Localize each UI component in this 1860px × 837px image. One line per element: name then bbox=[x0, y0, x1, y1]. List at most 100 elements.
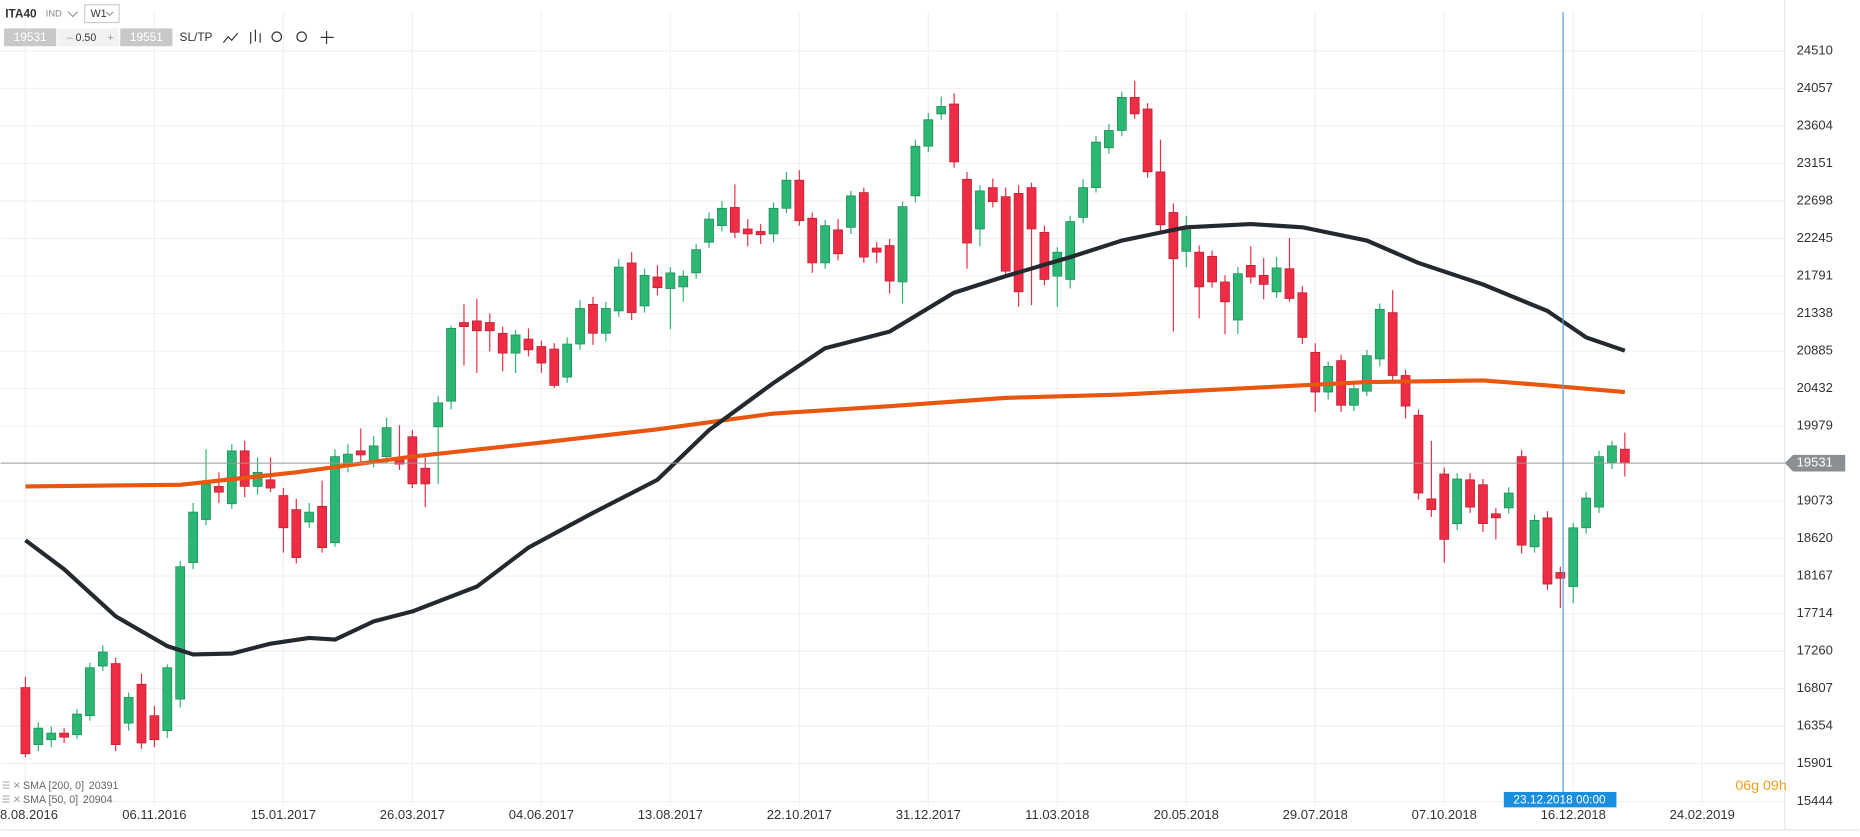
candle-body bbox=[975, 190, 985, 230]
x-tick-label: 29.07.2018 bbox=[1283, 807, 1348, 822]
y-tick-label: 24510 bbox=[1797, 42, 1833, 57]
candle-body bbox=[549, 348, 560, 386]
candle-body bbox=[1568, 527, 1579, 587]
candle-body bbox=[1594, 456, 1604, 508]
candle-body bbox=[1245, 265, 1256, 278]
symbol[interactable]: ITA40 bbox=[5, 6, 37, 20]
y-tick-label: 23151 bbox=[1797, 155, 1833, 170]
legend-name: SMA [200, 0] bbox=[23, 780, 84, 792]
candle-body bbox=[717, 207, 727, 227]
x-tick-label: 31.12.2017 bbox=[896, 807, 961, 822]
candle-body bbox=[136, 683, 147, 744]
y-tick-label: 21791 bbox=[1797, 268, 1833, 283]
bid[interactable]: 19531 bbox=[14, 30, 47, 44]
y-tick-label: 24057 bbox=[1797, 80, 1833, 95]
candle-body bbox=[1503, 492, 1514, 509]
crosshair-label: 23.12.2018 00:00 bbox=[1513, 792, 1606, 806]
zoom-out[interactable] bbox=[271, 31, 283, 43]
line-tool[interactable] bbox=[222, 32, 239, 44]
candle-body bbox=[1439, 473, 1450, 540]
x-tick-label: 16.12.2018 bbox=[1541, 807, 1606, 822]
candle-body bbox=[949, 103, 959, 163]
candle-body bbox=[201, 483, 211, 520]
y-tick-label: 15444 bbox=[1797, 793, 1833, 808]
candle-body bbox=[1142, 108, 1153, 173]
candle-body bbox=[652, 276, 663, 289]
plus[interactable]: + bbox=[107, 32, 113, 44]
candle-body bbox=[987, 187, 998, 203]
legend-entry: SMA [200, 0] 20391 bbox=[23, 780, 118, 792]
zoom-in[interactable] bbox=[296, 31, 307, 43]
candle-body bbox=[923, 119, 934, 147]
candle-body bbox=[1039, 231, 1050, 280]
candle-body bbox=[1555, 572, 1566, 579]
candle-body bbox=[252, 471, 263, 487]
candle-body bbox=[704, 218, 714, 243]
timeframe[interactable]: W1 bbox=[91, 8, 107, 20]
candle-body bbox=[175, 566, 186, 700]
candle-body bbox=[1619, 448, 1630, 464]
candle-body bbox=[1052, 251, 1063, 277]
y-tick-label: 17714 bbox=[1797, 605, 1833, 620]
candle-body bbox=[510, 334, 521, 354]
sma-line bbox=[24, 221, 1626, 657]
candle-body bbox=[1078, 187, 1088, 218]
candle-body bbox=[781, 179, 792, 209]
candle-body bbox=[239, 450, 250, 487]
x-tick-label: 11.03.2018 bbox=[1025, 807, 1089, 822]
y-tick-label: 22245 bbox=[1797, 230, 1833, 245]
candle-body bbox=[1581, 497, 1592, 529]
candle-body bbox=[59, 732, 69, 738]
bid-box[interactable] bbox=[4, 28, 57, 47]
candle-body bbox=[497, 332, 508, 354]
candle-body bbox=[1155, 171, 1166, 226]
minus[interactable]: – bbox=[67, 32, 73, 44]
candle-body bbox=[897, 206, 908, 283]
candle-body bbox=[768, 207, 779, 235]
timeframe-box[interactable] bbox=[84, 4, 120, 24]
x-tick-label: 24.02.2019 bbox=[1670, 807, 1735, 822]
y-tick-label: 22698 bbox=[1797, 192, 1833, 207]
market[interactable]: IND bbox=[46, 9, 62, 20]
candle-body bbox=[820, 225, 830, 264]
last-price-badge bbox=[1784, 454, 1846, 472]
candle-body bbox=[1026, 187, 1037, 230]
candle-body bbox=[291, 509, 302, 558]
candle-tool[interactable] bbox=[250, 29, 261, 44]
candle-body bbox=[1374, 308, 1385, 360]
dropdown-arrow bbox=[67, 11, 79, 18]
legend-entry: SMA [50, 0] 20904 bbox=[23, 794, 113, 806]
crosshair-tool[interactable] bbox=[320, 30, 334, 44]
candle-body bbox=[420, 467, 431, 485]
candle-body bbox=[72, 713, 82, 736]
candle-body bbox=[1091, 141, 1101, 188]
candle-body bbox=[807, 217, 818, 264]
lot-box[interactable] bbox=[57, 28, 120, 47]
candle-body bbox=[1207, 255, 1217, 283]
ask[interactable]: 19551 bbox=[130, 30, 163, 44]
sltp[interactable]: SL/TP bbox=[180, 30, 213, 44]
y-tick-label: 16354 bbox=[1797, 718, 1833, 733]
candle-body bbox=[833, 229, 843, 255]
candle-body bbox=[214, 486, 224, 493]
candle-body bbox=[355, 450, 366, 456]
candle-body bbox=[1349, 388, 1359, 406]
x-tick-label: 06.11.2016 bbox=[122, 807, 186, 822]
x-tick-label: 13.08.2017 bbox=[638, 807, 703, 822]
legend-value: 20391 bbox=[89, 780, 119, 792]
lot[interactable]: 0.50 bbox=[76, 32, 97, 44]
candle-body bbox=[33, 727, 44, 746]
candle-body bbox=[962, 178, 972, 244]
candle-body bbox=[1013, 193, 1024, 293]
candle-body bbox=[1452, 478, 1463, 525]
candle-body bbox=[123, 697, 134, 724]
candle-body bbox=[936, 106, 947, 115]
candle-body bbox=[742, 228, 753, 235]
candle-body bbox=[858, 192, 869, 258]
candle-body bbox=[639, 274, 650, 307]
candle-body bbox=[613, 266, 624, 312]
crosshair-badge bbox=[1503, 791, 1617, 808]
candle-body bbox=[1607, 445, 1617, 463]
ask-box[interactable] bbox=[120, 28, 173, 47]
candle-body bbox=[871, 247, 882, 253]
